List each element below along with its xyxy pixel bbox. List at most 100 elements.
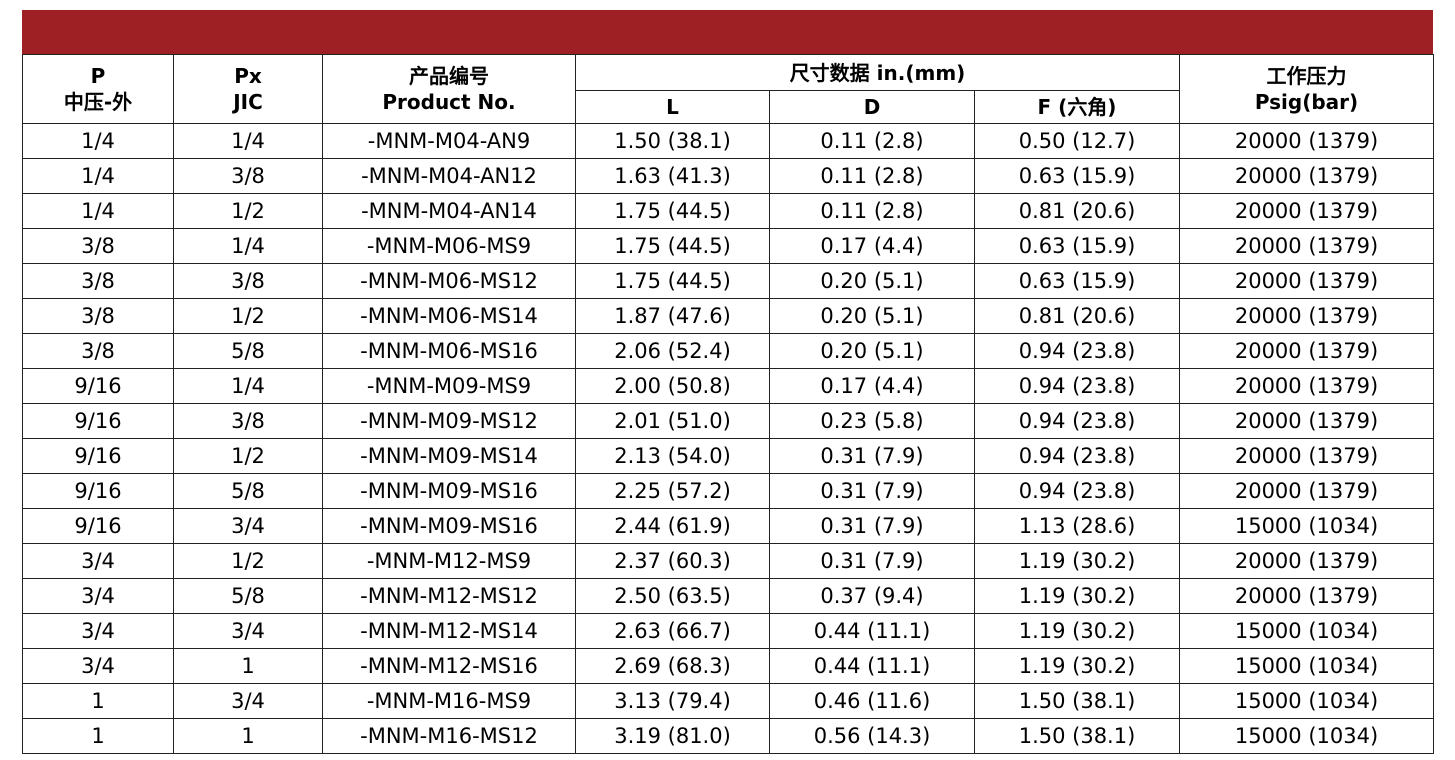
cell: 2.01 (51.0): [575, 403, 770, 439]
cell: 1/2: [173, 193, 323, 229]
cell: 2.44 (61.9): [575, 508, 770, 544]
header-cell: 产品编号 Product No.: [322, 54, 576, 124]
cell: 0.44 (11.1): [769, 613, 975, 649]
cell: 15000 (1034): [1179, 683, 1434, 719]
group-header: 尺寸数据 in.(mm): [575, 54, 1180, 91]
cell: 2.63 (66.7): [575, 613, 770, 649]
data-row: 3/8 5/8 -MNM-M06-MS16 2.06 (52.4) 0.20 (5.1)…: [22, 333, 1434, 369]
cell: 20000 (1379): [1179, 158, 1434, 194]
cell: 1/4: [173, 123, 323, 159]
title-bar: [22, 10, 1433, 54]
cell: 3/8: [173, 403, 323, 439]
header-text: JIC: [233, 90, 263, 114]
cell: 1/4: [173, 228, 323, 264]
cell: 0.46 (11.6): [769, 683, 975, 719]
cell: 3/4: [173, 613, 323, 649]
header-text: 中压-外: [63, 90, 133, 114]
header-cell: P 中压-外: [22, 54, 174, 124]
cell: 3/8: [22, 228, 174, 264]
cell: 3.19 (81.0): [575, 718, 770, 754]
cell: 0.11 (2.8): [769, 193, 975, 229]
cell: 0.56 (14.3): [769, 718, 975, 754]
cell: 1.50 (38.1): [974, 683, 1180, 719]
header-row: P 中压-外 Px JIC 产品编号 Product No. 尺寸数据 in.(mm) 工作压…: [22, 54, 1434, 124]
cell: 2.06 (52.4): [575, 333, 770, 369]
cell: 2.25 (57.2): [575, 473, 770, 509]
data-row: 3/4 1/2 -MNM-M12-MS9 2.37 (60.3) 0.31 (7.9) 1…: [22, 543, 1434, 579]
cell: 2.50 (63.5): [575, 578, 770, 614]
cell: 9/16: [22, 438, 174, 474]
cell: -MNM-M04-AN9: [322, 123, 576, 159]
cell: 0.81 (20.6): [974, 298, 1180, 334]
cell: -MNM-M12-MS12: [322, 578, 576, 614]
data-row: 3/8 1/2 -MNM-M06-MS14 1.87 (47.6) 0.20 (5.1)…: [22, 298, 1434, 334]
cell: 1.75 (44.5): [575, 263, 770, 299]
cell: 1: [22, 683, 174, 719]
cell: 0.31 (7.9): [769, 543, 975, 579]
cell: 3/8: [22, 333, 174, 369]
data-row: 1/4 1/4 -MNM-M04-AN9 1.50 (38.1) 0.11 (2.8) 0…: [22, 123, 1434, 159]
cell: 0.17 (4.4): [769, 228, 975, 264]
cell: 15000 (1034): [1179, 718, 1434, 754]
cell: 1/4: [22, 158, 174, 194]
cell: 1: [22, 718, 174, 754]
cell: 0.23 (5.8): [769, 403, 975, 439]
cell: 0.20 (5.1): [769, 333, 975, 369]
header-text: Product No.: [382, 90, 516, 114]
cell: 0.94 (23.8): [974, 403, 1180, 439]
cell: 3/8: [22, 298, 174, 334]
cell: 2.37 (60.3): [575, 543, 770, 579]
header-cell: 工作压力 Psig(bar): [1179, 54, 1434, 124]
cell: 9/16: [22, 403, 174, 439]
cell: -MNM-M06-MS12: [322, 263, 576, 299]
cell: -MNM-M09-MS12: [322, 403, 576, 439]
data-row: 9/16 3/8 -MNM-M09-MS12 2.01 (51.0) 0.23 (5.8…: [22, 403, 1434, 439]
cell: -MNM-M04-AN12: [322, 158, 576, 194]
cell: 15000 (1034): [1179, 508, 1434, 544]
data-row: 3/4 3/4 -MNM-M12-MS14 2.63 (66.7) 0.44 (11.1…: [22, 613, 1434, 649]
cell: 9/16: [22, 473, 174, 509]
cell: 20000 (1379): [1179, 333, 1434, 369]
cell: -MNM-M09-MS14: [322, 438, 576, 474]
cell: 0.17 (4.4): [769, 368, 975, 404]
cell: -MNM-M06-MS14: [322, 298, 576, 334]
data-row: 9/16 1/4 -MNM-M09-MS9 2.00 (50.8) 0.17 (4.4)…: [22, 368, 1434, 404]
cell: 0.20 (5.1): [769, 298, 975, 334]
cell: 1.13 (28.6): [974, 508, 1180, 544]
data-row: 9/16 5/8 -MNM-M09-MS16 2.25 (57.2) 0.31 (7.9…: [22, 473, 1434, 509]
header-text: 工作压力: [1266, 64, 1347, 88]
cell: 0.11 (2.8): [769, 158, 975, 194]
cell: -MNM-M16-MS12: [322, 718, 576, 754]
cell: -MNM-M04-AN14: [322, 193, 576, 229]
sub-header: F (六角): [974, 90, 1180, 124]
header-text: Psig(bar): [1254, 90, 1359, 114]
cell: 0.31 (7.9): [769, 508, 975, 544]
cell: -MNM-M12-MS9: [322, 543, 576, 579]
cell: 3/4: [22, 613, 174, 649]
cell: 1.75 (44.5): [575, 193, 770, 229]
cell: 2.00 (50.8): [575, 368, 770, 404]
cell: 0.94 (23.8): [974, 473, 1180, 509]
data-row: 1 3/4 -MNM-M16-MS9 3.13 (79.4) 0.46 (11.6) 1.…: [22, 683, 1434, 719]
cell: 9/16: [22, 508, 174, 544]
cell: 3/4: [173, 508, 323, 544]
cell: 20000 (1379): [1179, 403, 1434, 439]
header-text: P: [90, 64, 106, 88]
data-row: 1/4 3/8 -MNM-M04-AN12 1.63 (41.3) 0.11 (2.8)…: [22, 158, 1434, 194]
cell: 0.94 (23.8): [974, 368, 1180, 404]
sub-header: D: [769, 90, 975, 124]
cell: 3/4: [22, 578, 174, 614]
cell: 20000 (1379): [1179, 438, 1434, 474]
cell: 1: [173, 718, 323, 754]
cell: -MNM-M06-MS9: [322, 228, 576, 264]
cell: 20000 (1379): [1179, 263, 1434, 299]
cell: 20000 (1379): [1179, 543, 1434, 579]
cell: 0.63 (15.9): [974, 228, 1180, 264]
cell: 5/8: [173, 473, 323, 509]
cell: 5/8: [173, 333, 323, 369]
cell: -MNM-M16-MS9: [322, 683, 576, 719]
cell: 9/16: [22, 368, 174, 404]
cell: -MNM-M09-MS16: [322, 508, 576, 544]
